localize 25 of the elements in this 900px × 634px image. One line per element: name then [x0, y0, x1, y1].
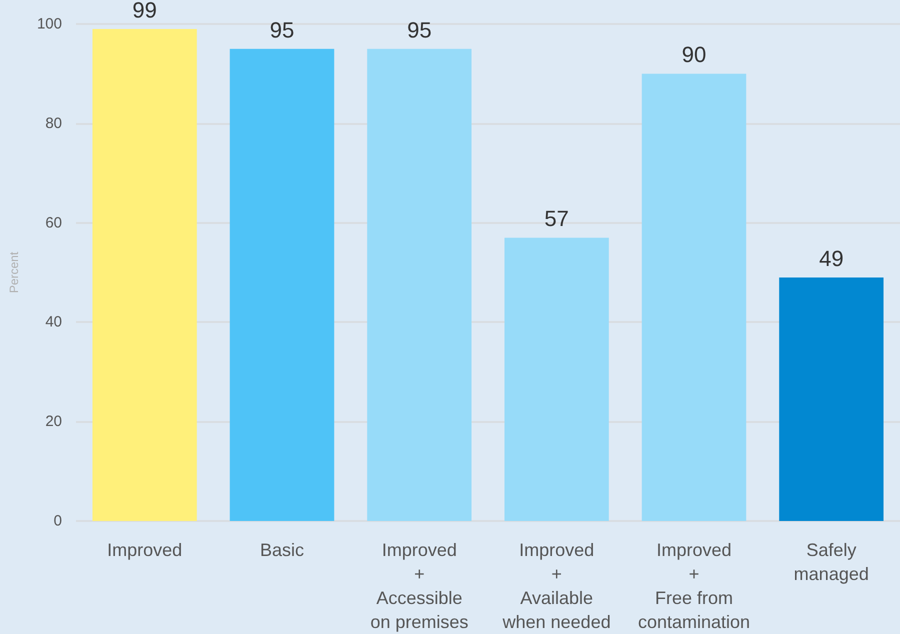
y-tick-label: 40 — [45, 314, 62, 331]
bar — [230, 48, 334, 521]
y-axis-title: Percent — [7, 251, 21, 294]
y-tick-label: 60 — [45, 214, 62, 232]
bar — [504, 238, 609, 521]
bar — [779, 277, 884, 521]
x-tick-label: Improved + Accessible on premises — [370, 540, 468, 632]
x-tick-label: Improved — [107, 540, 182, 560]
x-tick-label: Improved + Available when needed — [502, 540, 611, 632]
data-label: 95 — [270, 17, 294, 42]
bar — [642, 74, 746, 521]
y-tick-label: 100 — [36, 16, 62, 32]
y-tick-label: 80 — [45, 114, 62, 132]
data-label: 90 — [682, 42, 706, 68]
x-tick-label: Safely managed — [794, 540, 869, 584]
y-tick-label: 20 — [45, 413, 62, 430]
data-label: 99 — [132, 0, 157, 22]
bar — [92, 28, 197, 521]
bar — [367, 48, 472, 521]
data-label: 49 — [819, 246, 844, 271]
data-label: 95 — [407, 17, 432, 42]
y-tick-label: 0 — [54, 512, 62, 530]
x-tick-label: Basic — [260, 540, 304, 560]
x-tick-label: Improved + Free from contamination — [638, 540, 750, 632]
data-label: 57 — [544, 206, 569, 232]
